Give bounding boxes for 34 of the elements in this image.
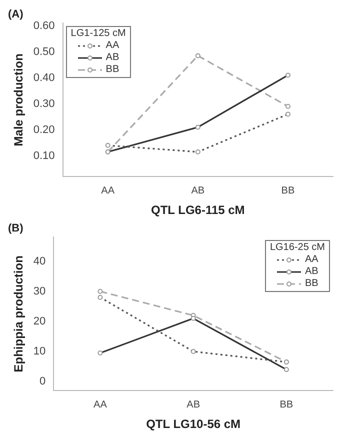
y-axis-title: Ephippia production xyxy=(12,256,26,372)
legend-title: LG16-25 cM xyxy=(270,242,325,254)
point xyxy=(285,104,290,109)
y-tick-label: 0.20 xyxy=(33,124,55,136)
chart-title: (A) xyxy=(8,8,24,21)
point xyxy=(98,288,103,294)
y-tick-label: 10 xyxy=(33,346,46,358)
x-tick-label: AB xyxy=(191,185,205,196)
legend-label: AB xyxy=(106,52,120,64)
chart-title: (B) xyxy=(8,222,24,235)
legend-label: BB xyxy=(304,278,318,290)
legend-label: AB xyxy=(304,266,318,278)
legend-label: AA xyxy=(106,40,120,52)
x-tick-label: AA xyxy=(101,185,115,196)
y-tick-label: 0.60 xyxy=(33,20,55,32)
y-tick-label: 0.50 xyxy=(33,46,55,58)
x-tick-label: BB xyxy=(281,185,295,196)
x-axis-title: QTL LG10-56 cM xyxy=(146,417,241,432)
y-tick-label: 30 xyxy=(33,285,46,298)
legend-label: AA xyxy=(304,254,318,266)
x-tick-label: AA xyxy=(94,399,108,410)
legend-label: BB xyxy=(106,64,120,76)
point xyxy=(195,53,200,58)
y-tick-label: 0.30 xyxy=(33,98,55,110)
y-tick-label: 40 xyxy=(33,255,46,268)
y-tick-label: 0.40 xyxy=(33,72,55,84)
y-tick-label: 20 xyxy=(33,315,46,328)
x-tick-label: BB xyxy=(280,399,294,410)
y-tick-label: 0.10 xyxy=(33,150,55,162)
y-tick-label: 0 xyxy=(40,376,46,388)
x-axis-title: QTL LG6-115 cM xyxy=(151,203,245,218)
legend-title: LG1-125 cM xyxy=(70,28,126,40)
x-tick-label: AB xyxy=(186,399,200,410)
y-axis-title: Male production xyxy=(12,54,26,146)
